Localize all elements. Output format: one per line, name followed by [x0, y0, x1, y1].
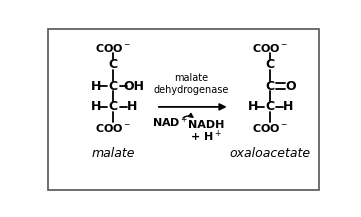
Text: H: H — [127, 100, 137, 113]
Text: oxaloacetate: oxaloacetate — [229, 147, 310, 159]
Text: C: C — [109, 58, 118, 71]
Text: malate: malate — [92, 147, 135, 159]
Text: COO$^-$: COO$^-$ — [252, 42, 288, 54]
Text: C: C — [265, 58, 274, 71]
Text: NADH: NADH — [188, 120, 225, 130]
FancyBboxPatch shape — [48, 29, 319, 190]
Text: C: C — [265, 100, 274, 113]
Text: H: H — [91, 100, 101, 113]
Text: NAD$^+$: NAD$^+$ — [152, 115, 189, 130]
Text: H: H — [283, 100, 293, 113]
Text: C: C — [109, 100, 118, 113]
Text: COO$^-$: COO$^-$ — [95, 122, 131, 134]
Text: O: O — [286, 80, 296, 93]
Text: H: H — [248, 100, 258, 113]
Text: COO$^-$: COO$^-$ — [252, 122, 288, 134]
Text: C: C — [265, 80, 274, 93]
Text: malate
dehydrogenase: malate dehydrogenase — [153, 73, 229, 95]
Text: COO$^-$: COO$^-$ — [95, 42, 131, 54]
Text: H: H — [91, 80, 101, 93]
Text: + H$^+$: + H$^+$ — [191, 128, 222, 144]
Text: OH: OH — [124, 80, 145, 93]
Text: C: C — [109, 80, 118, 93]
